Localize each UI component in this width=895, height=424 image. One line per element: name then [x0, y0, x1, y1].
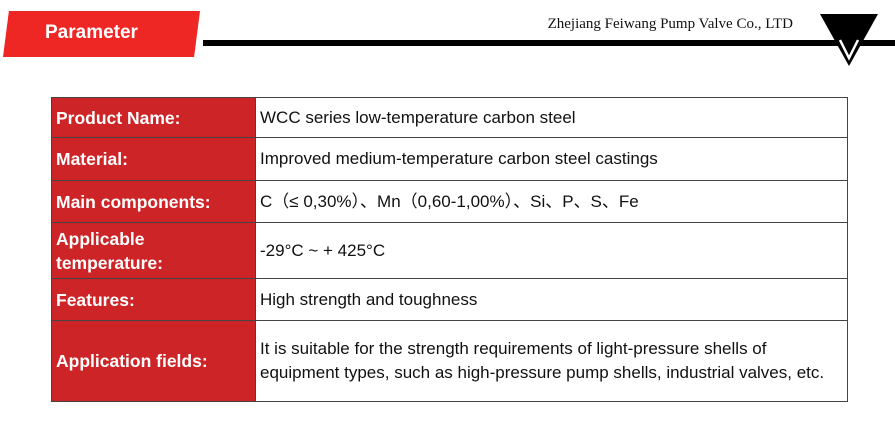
table-row: Application fields: It is suitable for th…	[51, 320, 848, 402]
param-value: WCC series low-temperature carbon steel	[255, 97, 848, 138]
section-title: Parameter	[45, 22, 138, 43]
param-label: Application fields:	[51, 320, 256, 402]
param-label: Applicable temperature:	[51, 222, 256, 279]
param-label: Features:	[51, 278, 256, 321]
table-row: Product Name: WCC series low-temperature …	[51, 97, 848, 138]
param-value: -29°C ~ + 425°C	[255, 222, 848, 279]
param-value: C（≤ 0,30%）、Mn（0,60-1,00%）、Si、P、S、Fe	[255, 180, 848, 223]
table-row: Applicable temperature: -29°C ~ + 425°C	[51, 222, 848, 279]
param-value: High strength and toughness	[255, 278, 848, 321]
table-row: Features: High strength and toughness	[51, 278, 848, 321]
parameter-table: Product Name: WCC series low-temperature …	[51, 97, 848, 402]
param-value: Improved medium-temperature carbon steel…	[255, 137, 848, 181]
header-divider	[203, 40, 895, 46]
param-label: Material:	[51, 137, 256, 181]
company-logo-icon	[820, 14, 878, 66]
table-row: Main components: C（≤ 0,30%）、Mn（0,60-1,00%…	[51, 180, 848, 223]
section-tag: Parameter	[3, 11, 200, 57]
company-name: Zhejiang Feiwang Pump Valve Co., LTD	[547, 16, 793, 32]
param-label: Product Name:	[51, 97, 256, 138]
param-value: It is suitable for the strength requirem…	[255, 320, 848, 402]
param-label: Main components:	[51, 180, 256, 223]
table-row: Material: Improved medium-temperature car…	[51, 137, 848, 181]
